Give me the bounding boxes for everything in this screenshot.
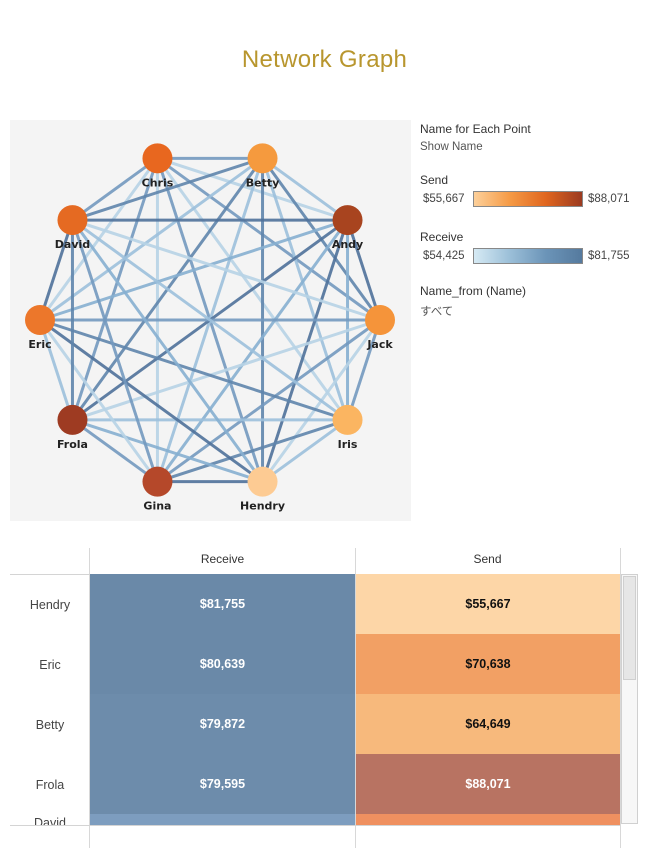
- edge-betty-eric[interactable]: [39, 157, 264, 322]
- edge-chris-jack[interactable]: [156, 157, 381, 322]
- network-graph[interactable]: Chris Betty Andy Jack Iris Hendry Gina Frola Eri…: [10, 120, 411, 521]
- node-label-jack: Jack: [366, 338, 393, 351]
- edge-iris-david[interactable]: [71, 218, 349, 422]
- send-legend-max: $88,071: [588, 193, 630, 205]
- send-legend-min: $55,667: [423, 193, 465, 205]
- table-bottom-divider: [10, 825, 620, 826]
- column-divider: [355, 548, 356, 848]
- receive-legend-title: Receive: [420, 230, 464, 244]
- node-label-gina: Gina: [143, 500, 171, 513]
- node-label-david: David: [55, 238, 90, 251]
- node-label-betty: Betty: [246, 176, 280, 189]
- node-label-frola: Frola: [57, 438, 88, 451]
- node-label-chris: Chris: [142, 176, 174, 189]
- node-iris[interactable]: [332, 404, 363, 435]
- edge-iris-eric[interactable]: [39, 318, 348, 422]
- node-frola[interactable]: [57, 404, 88, 435]
- node-betty[interactable]: [247, 143, 278, 174]
- node-label-iris: Iris: [338, 438, 358, 451]
- edge-jack-frola[interactable]: [72, 318, 381, 422]
- column-header-send[interactable]: Send: [473, 552, 502, 566]
- receive-cell-eric[interactable]: $80,639: [90, 634, 355, 694]
- page-title: Network Graph: [241, 46, 408, 73]
- row-label-betty: Betty: [35, 718, 65, 732]
- send-cell-hendry[interactable]: $55,667: [356, 574, 620, 634]
- edge-betty-andy[interactable]: [261, 157, 349, 222]
- edge-jack-gina[interactable]: [156, 318, 381, 483]
- receive-cell-frola[interactable]: $79,595: [90, 754, 355, 814]
- edge-jack-david[interactable]: [72, 218, 381, 322]
- send-color-ramp: [473, 191, 583, 207]
- receive-cell-david[interactable]: [90, 814, 355, 825]
- scrollbar-thumb[interactable]: [623, 576, 636, 680]
- node-chris[interactable]: [142, 143, 173, 174]
- send-cell-eric[interactable]: $70,638: [356, 634, 620, 694]
- edge-betty-david[interactable]: [72, 156, 263, 222]
- send-cell-betty[interactable]: $64,649: [356, 694, 620, 754]
- edge-hendry-eric[interactable]: [39, 318, 264, 483]
- edge-chris-david[interactable]: [71, 157, 159, 222]
- edge-iris-hendry[interactable]: [261, 418, 349, 483]
- edge-betty-iris[interactable]: [261, 157, 349, 421]
- column-divider: [620, 548, 621, 848]
- receive-legend-max: $81,755: [588, 250, 630, 262]
- row-label-david: David: [34, 816, 66, 825]
- edge-gina-frola[interactable]: [71, 418, 159, 483]
- filter-title: Name_from (Name): [420, 284, 527, 298]
- edge-frola-eric[interactable]: [38, 319, 74, 421]
- node-david[interactable]: [57, 205, 88, 236]
- edge-andy-jack[interactable]: [346, 219, 382, 321]
- edge-gina-eric[interactable]: [38, 319, 159, 483]
- receive-legend: $54,425 $81,755: [420, 248, 645, 266]
- edge-chris-frola[interactable]: [71, 157, 159, 421]
- edge-jack-iris[interactable]: [346, 319, 382, 421]
- column-divider: [89, 548, 90, 848]
- node-label-eric: Eric: [28, 338, 51, 351]
- name-label-title: Name for Each Point: [420, 122, 531, 136]
- table-scrollbar[interactable]: [621, 574, 638, 824]
- receive-legend-min: $54,425: [423, 250, 465, 262]
- data-table: Receive Send Hendry $81,755 $55,667 Eric…: [0, 548, 649, 859]
- edge-gina-david[interactable]: [71, 219, 159, 483]
- network-graph-svg: Chris Betty Andy Jack Iris Hendry Gina Frola Eri…: [25, 143, 395, 513]
- node-gina[interactable]: [142, 466, 173, 497]
- name-label-value[interactable]: Show Name: [420, 141, 483, 153]
- edge-iris-gina[interactable]: [157, 418, 348, 484]
- node-label-hendry: Hendry: [240, 500, 285, 513]
- row-label-eric: Eric: [39, 658, 61, 672]
- node-eric[interactable]: [25, 305, 55, 335]
- edge-hendry-david[interactable]: [71, 219, 264, 483]
- edge-andy-eric[interactable]: [39, 218, 348, 322]
- row-label-hendry: Hendry: [29, 598, 71, 612]
- edge-andy-hendry[interactable]: [261, 219, 349, 483]
- node-andy[interactable]: [332, 205, 363, 236]
- send-cell-david[interactable]: [356, 814, 620, 825]
- node-hendry[interactable]: [247, 466, 278, 497]
- row-label-frola: Frola: [35, 778, 65, 792]
- node-jack[interactable]: [365, 305, 395, 335]
- receive-cell-betty[interactable]: $79,872: [90, 694, 355, 754]
- node-label-andy: Andy: [332, 238, 363, 251]
- send-legend-title: Send: [420, 173, 449, 187]
- column-header-receive[interactable]: Receive: [200, 552, 245, 566]
- edge-eric-david[interactable]: [38, 219, 74, 321]
- receive-cell-hendry[interactable]: $81,755: [90, 574, 355, 634]
- filter-value[interactable]: すべて: [420, 306, 454, 318]
- edge-hendry-frola[interactable]: [72, 418, 263, 484]
- send-legend: $55,667 $88,071: [420, 191, 645, 209]
- receive-color-ramp: [473, 248, 583, 264]
- send-cell-frola[interactable]: $88,071: [356, 754, 620, 814]
